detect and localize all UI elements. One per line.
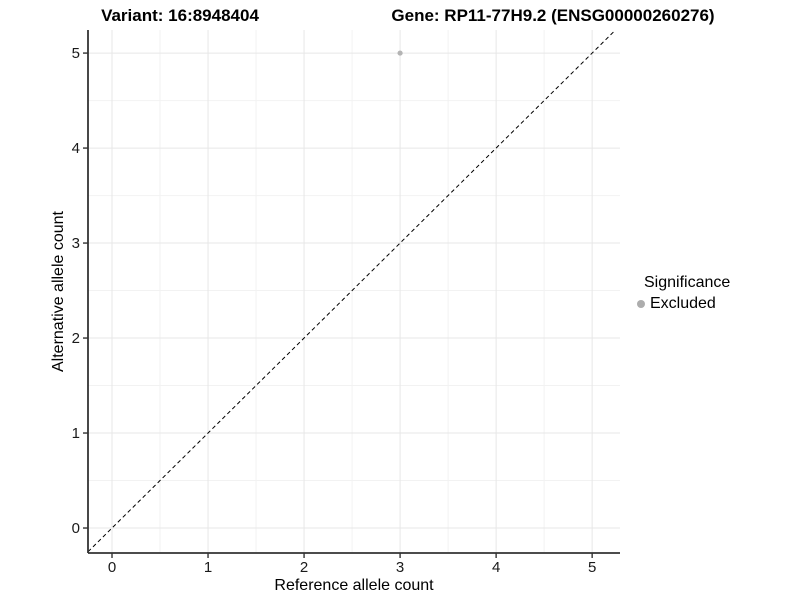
gene-title: Gene: RP11-77H9.2 (ENSG00000260276)	[391, 6, 715, 25]
y-tick-label: 2	[72, 330, 80, 347]
identity-dashed-line	[87, 29, 616, 553]
x-tick-label: 1	[204, 559, 212, 576]
legend-item-excluded: Excluded	[633, 295, 730, 313]
x-tick-label: 0	[108, 559, 116, 576]
y-tick-label: 1	[72, 425, 80, 442]
data-point-excluded	[397, 50, 403, 56]
variant-title: Variant: 16:8948404	[101, 6, 259, 25]
legend: Significance Excluded	[633, 274, 730, 313]
x-tick-label: 2	[300, 559, 308, 576]
y-tick-label: 5	[72, 45, 80, 62]
y-tick-label: 4	[72, 140, 80, 157]
x-tick-label: 4	[492, 559, 500, 576]
x-axis-title: Reference allele count	[274, 577, 434, 594]
x-tick-label: 5	[588, 559, 596, 576]
y-axis-title: Alternative allele count	[50, 210, 67, 372]
excluded-point-icon	[637, 300, 645, 308]
y-tick-label: 3	[72, 235, 80, 252]
legend-title: Significance	[644, 274, 731, 291]
legend-item-label: Excluded	[650, 295, 716, 312]
y-tick-label: 0	[72, 520, 80, 537]
x-tick-label: 3	[396, 559, 404, 576]
